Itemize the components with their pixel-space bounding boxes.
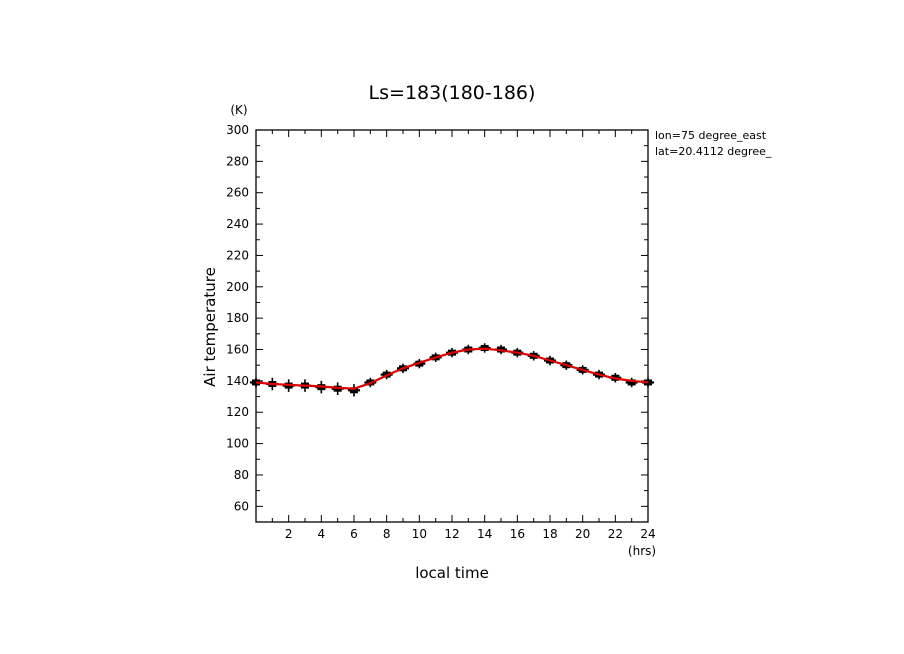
x-tick-label: 4 [318,527,326,541]
y-tick-label: 80 [234,468,249,482]
y-tick-label: 260 [226,186,249,200]
y-axis-label: Air temperature [201,267,219,387]
data-point [644,379,652,386]
y-tick-label: 200 [226,280,249,294]
y-tick-label: 160 [226,343,249,357]
series-line-red [255,347,649,390]
x-tick-label: 20 [575,527,590,541]
x-tick-label: 10 [412,527,427,541]
x-tick-label: 18 [542,527,557,541]
y-tick-label: 300 [226,123,249,137]
y-tick-label: 100 [226,437,249,451]
x-tick-label: 22 [608,527,623,541]
annotation-lat: lat=20.4112 degree_ [655,145,772,158]
x-axis-label: local time [415,564,489,582]
y-tick-label: 280 [226,154,249,168]
x-tick-label: 8 [383,527,391,541]
x-unit-label: (hrs) [628,544,656,558]
x-tick-label: 12 [444,527,459,541]
y-tick-label: 60 [234,499,249,513]
plot-area: 2 4 6 8 10 12 14 16 18 20 22 2460801001201401601802… [226,123,656,541]
x-tick-label: 14 [477,527,492,541]
y-tick-label: 240 [226,217,249,231]
y-tick-label: 120 [226,405,249,419]
x-tick-label: 24 [640,527,655,541]
x-tick-label: 16 [510,527,525,541]
y-unit-label: (K) [230,103,247,117]
x-tick-label: 6 [350,527,358,541]
data-point [627,379,636,386]
y-tick-label: 140 [226,374,249,388]
y-tick-label: 220 [226,248,249,262]
y-tick-label: 180 [226,311,249,325]
chart-title: Ls=183(180-186) [369,82,536,104]
data-point [350,387,358,394]
x-tick-label: 2 [285,527,293,541]
annotation-lon: lon=75 degree_east [655,129,767,142]
plot-frame [255,129,649,523]
